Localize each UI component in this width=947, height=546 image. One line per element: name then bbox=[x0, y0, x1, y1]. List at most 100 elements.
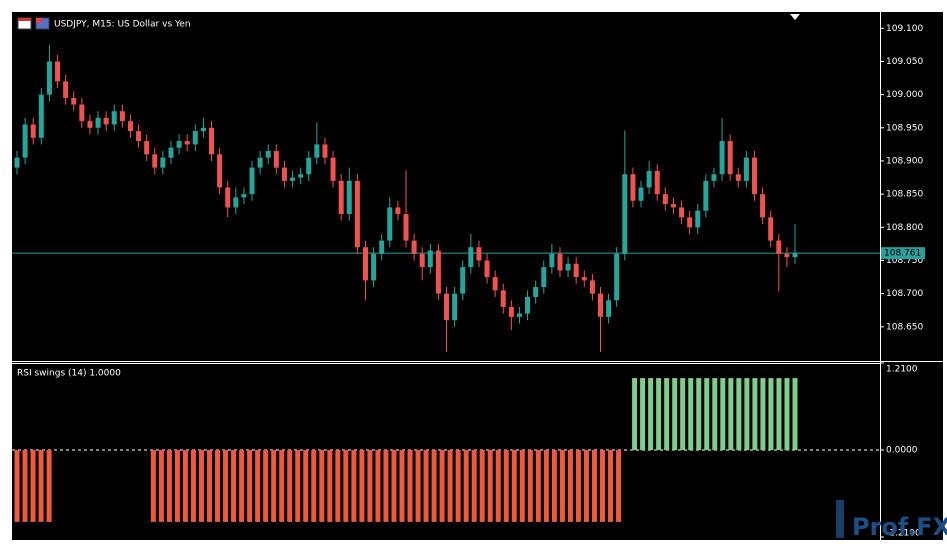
histogram-bar bbox=[696, 378, 702, 450]
histogram-bar bbox=[279, 450, 285, 522]
candle-body bbox=[549, 253, 555, 268]
histogram-bar bbox=[367, 450, 373, 522]
histogram-bar bbox=[704, 378, 710, 450]
candle-body bbox=[419, 253, 425, 268]
logo-mark bbox=[836, 500, 844, 538]
histogram-bar bbox=[567, 450, 573, 522]
histogram-bar bbox=[327, 450, 333, 522]
candle-body bbox=[768, 217, 774, 241]
histogram-bar bbox=[583, 450, 589, 522]
histogram-bar bbox=[255, 450, 261, 522]
candle-body bbox=[508, 306, 514, 317]
candle-body bbox=[735, 174, 741, 181]
histogram-bar bbox=[375, 450, 381, 522]
histogram-bar bbox=[591, 450, 597, 522]
histogram-bar bbox=[431, 450, 437, 522]
histogram-bar bbox=[383, 450, 389, 522]
histogram-bar bbox=[519, 450, 525, 522]
histogram-bar bbox=[166, 450, 172, 522]
candle-body bbox=[233, 197, 239, 208]
histogram-bar bbox=[664, 378, 670, 450]
candle-body bbox=[630, 174, 636, 201]
histogram-bar bbox=[784, 378, 790, 450]
candle-body bbox=[314, 144, 320, 158]
candle-body bbox=[281, 167, 287, 181]
histogram-bar bbox=[648, 378, 654, 450]
candle-body bbox=[38, 94, 44, 138]
histogram-bar bbox=[359, 450, 365, 522]
histogram-bar bbox=[463, 450, 469, 522]
candle-body bbox=[192, 131, 198, 145]
candle-body bbox=[273, 151, 279, 168]
y-tick-label: -1.2100 bbox=[886, 529, 921, 539]
last-price-label: 108.761 bbox=[884, 249, 921, 259]
histogram-bar bbox=[391, 450, 397, 522]
shift-marker bbox=[790, 14, 800, 20]
histogram-bar bbox=[543, 450, 549, 522]
histogram-bar bbox=[150, 450, 156, 522]
histogram-bar bbox=[335, 450, 341, 522]
candle-body bbox=[525, 296, 531, 314]
candle-body bbox=[200, 127, 206, 132]
candle-body bbox=[168, 147, 174, 158]
histogram-bar bbox=[688, 378, 694, 450]
histogram-bar bbox=[487, 450, 493, 522]
histogram-bar bbox=[471, 450, 477, 522]
candle-body bbox=[589, 280, 595, 294]
histogram-bar bbox=[14, 450, 20, 522]
candle-body bbox=[225, 187, 231, 208]
histogram-bar bbox=[319, 450, 325, 522]
candle-body bbox=[217, 154, 223, 188]
candle-body bbox=[492, 277, 498, 291]
candle-body bbox=[249, 167, 255, 195]
candle-body bbox=[338, 180, 344, 215]
histogram-bar bbox=[776, 378, 782, 450]
y-tick-label: 108.750 bbox=[886, 256, 923, 266]
histogram-bar bbox=[720, 378, 726, 450]
histogram-bar bbox=[22, 450, 28, 522]
candle-body bbox=[330, 157, 336, 181]
candle-body bbox=[654, 170, 660, 195]
candle-body bbox=[695, 210, 701, 228]
y-tick-label: 108.950 bbox=[886, 123, 923, 133]
candle-body bbox=[719, 141, 725, 175]
candle-body bbox=[55, 61, 61, 82]
histogram-bar bbox=[672, 378, 678, 450]
candle-body bbox=[444, 293, 450, 321]
watermark: Prof.FX bbox=[852, 513, 947, 541]
candle-body bbox=[751, 157, 757, 195]
histogram-bar bbox=[632, 378, 638, 450]
y-tick-label: 109.000 bbox=[886, 90, 923, 100]
candle-body bbox=[379, 240, 385, 254]
candle-body bbox=[427, 250, 433, 268]
candle-body bbox=[87, 121, 93, 128]
histogram-bar bbox=[223, 450, 229, 522]
candle-body bbox=[573, 263, 579, 278]
last-price-tag bbox=[881, 247, 925, 260]
candle-body bbox=[622, 174, 628, 254]
candle-body bbox=[354, 180, 360, 248]
histogram-bar bbox=[600, 450, 606, 522]
candle-body bbox=[241, 194, 247, 198]
y-tick-label: 1.2100 bbox=[886, 365, 918, 375]
candle-body bbox=[136, 131, 142, 142]
candle-body bbox=[500, 290, 506, 307]
histogram-bar bbox=[190, 450, 196, 522]
y-tick-label: 108.800 bbox=[886, 223, 923, 233]
histogram-bar bbox=[551, 450, 557, 522]
candle-body bbox=[71, 97, 77, 105]
candle-body bbox=[743, 157, 749, 181]
candle-body bbox=[176, 141, 182, 148]
candle-body bbox=[760, 194, 766, 218]
candle-body bbox=[533, 287, 539, 297]
histogram-bar bbox=[311, 450, 317, 522]
candle-body bbox=[290, 177, 296, 181]
histogram-bar bbox=[295, 450, 301, 522]
histogram-bar bbox=[503, 450, 509, 522]
chart-title: USDJPY, M15: US Dollar vs Yen bbox=[54, 20, 191, 30]
icon bbox=[18, 18, 31, 21]
candle-body bbox=[703, 180, 709, 211]
histogram-bar bbox=[559, 450, 565, 522]
histogram-bar bbox=[287, 450, 293, 522]
candle-body bbox=[776, 240, 782, 254]
